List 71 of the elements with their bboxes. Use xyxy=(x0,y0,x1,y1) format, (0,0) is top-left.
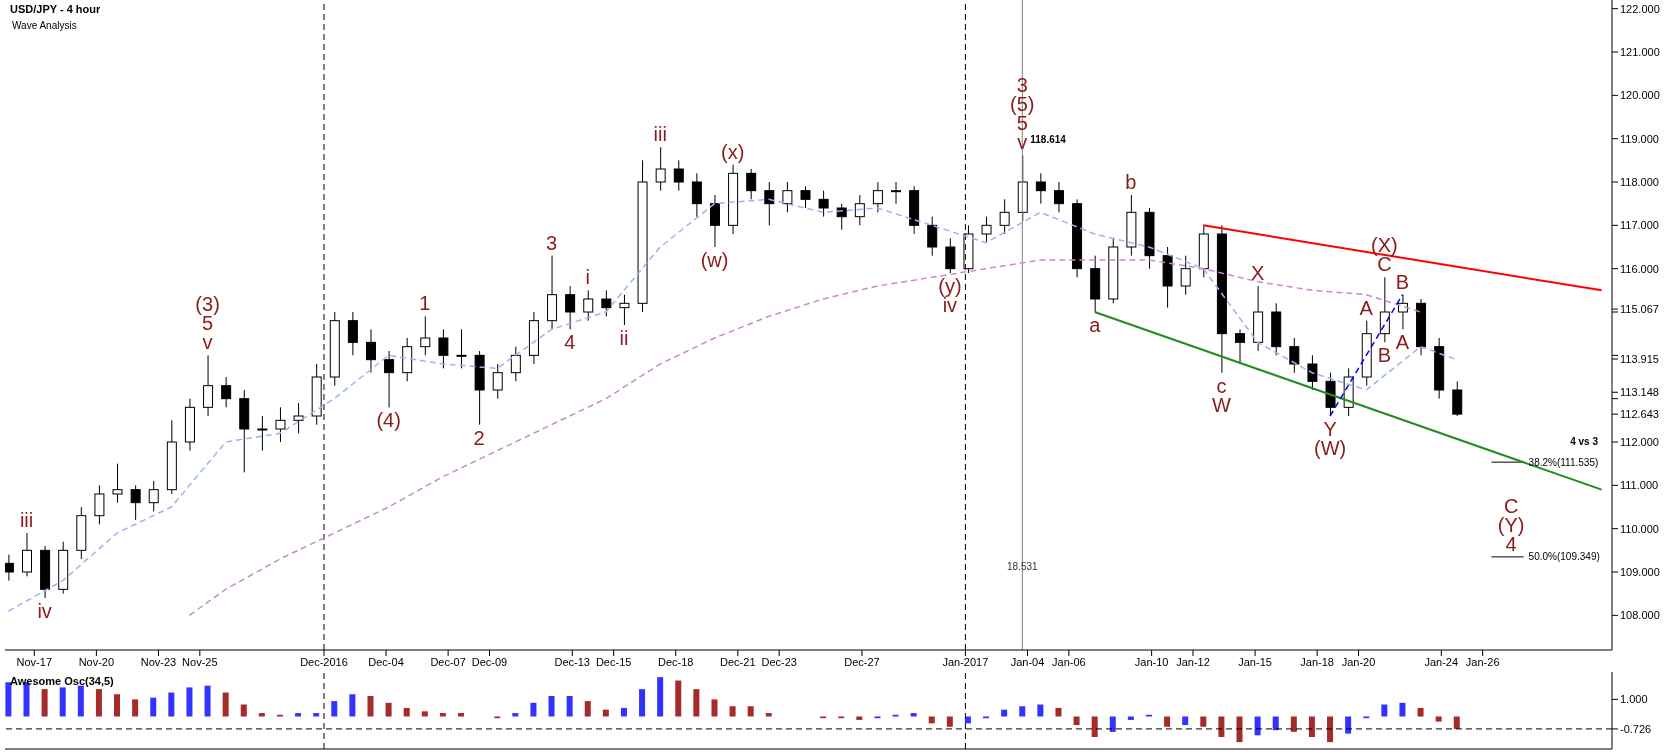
x-tick-label: Jan-26 xyxy=(1465,655,1500,668)
annotation: (x) xyxy=(720,140,745,163)
x-tick-label: Jan-15 xyxy=(1238,655,1272,668)
y-tick-label: 117.000 xyxy=(1620,219,1659,232)
annotation: 2 xyxy=(473,426,485,449)
annotation: (4) xyxy=(376,409,401,432)
annotation: A xyxy=(1359,296,1374,319)
y-tick-label: 122.000 xyxy=(1620,2,1660,15)
y-tick-label: 112.643 xyxy=(1620,408,1659,421)
y-tick-label: 1.000 xyxy=(1620,693,1648,706)
x-tick-label: Dec-15 xyxy=(595,655,632,668)
x-tick-label: Dec-04 xyxy=(368,655,404,668)
annotation: B xyxy=(1377,344,1392,367)
annotation: ii xyxy=(619,327,629,349)
annotation: b xyxy=(1125,171,1137,193)
x-tick-label: Jan-18 xyxy=(1300,655,1334,668)
x-tick-label: Dec-13 xyxy=(554,655,591,668)
y-tick-label: 118.000 xyxy=(1620,175,1659,188)
x-tick-label: Dec-27 xyxy=(844,655,880,668)
annotation: 1 xyxy=(419,292,431,315)
y-tick-label: 109.000 xyxy=(1620,565,1660,578)
annotation: Y xyxy=(1323,418,1337,440)
y-tick-label: 120.000 xyxy=(1620,89,1660,102)
y-tick-label: 113.148 xyxy=(1620,386,1659,399)
x-tick-label: Jan-06 xyxy=(1052,655,1086,668)
x-tick-label: Jan-12 xyxy=(1176,655,1210,668)
x-tick-label: Dec-23 xyxy=(761,655,797,668)
y-tick-label: 112.000 xyxy=(1620,435,1659,448)
annotation: 3 xyxy=(546,231,558,254)
x-tick-label: Nov-20 xyxy=(78,655,115,668)
chart-title: USD/JPY - 4 hour xyxy=(10,3,101,15)
annotation: 4 xyxy=(564,331,576,354)
x-tick-label: Nov-23 xyxy=(140,655,177,668)
annotation: a xyxy=(1089,314,1102,336)
y-tick-label: 115.067 xyxy=(1620,303,1659,315)
x-tick-label: Dec-09 xyxy=(471,655,508,668)
annotation: i xyxy=(585,266,591,289)
y-tick-label: 116.000 xyxy=(1620,262,1659,275)
x-tick-label: Jan-24 xyxy=(1424,655,1459,668)
x-tick-label: Jan-20 xyxy=(1341,655,1376,668)
annotation: (w) xyxy=(700,249,729,271)
x-tick-label: Jan-2017 xyxy=(942,655,989,668)
y-tick-label: 110.000 xyxy=(1620,522,1659,535)
annotation: iii xyxy=(653,123,667,146)
ref-line-label: 50.0%(109.349) xyxy=(1528,551,1600,563)
annotation: X xyxy=(1250,262,1265,284)
y-tick-label: 108.000 xyxy=(1620,609,1660,622)
x-tick-label: Jan-10 xyxy=(1134,655,1169,668)
x-tick-label: Jan-04 xyxy=(1010,655,1045,668)
y-tick-label: -0.726 xyxy=(1620,722,1652,735)
text: Wave Analysis xyxy=(12,20,77,31)
annotation: 118.614 xyxy=(1030,134,1067,146)
x-tick-label: Dec-18 xyxy=(658,655,694,668)
y-tick-label: 113.915 xyxy=(1620,352,1659,365)
annotation: iii xyxy=(19,509,34,531)
annotation: (W) xyxy=(1313,437,1347,459)
y-tick-label: 121.000 xyxy=(1620,45,1660,58)
ref-line-label: 38.2%(111.535) xyxy=(1528,456,1599,468)
ref-line-label: 18.531 xyxy=(1007,561,1039,572)
annotation: A xyxy=(1395,331,1410,354)
x-tick-label: Dec-21 xyxy=(720,655,756,668)
y-tick-label: 119.000 xyxy=(1620,132,1659,145)
x-tick-label: Nov-25 xyxy=(182,655,218,668)
annotation: iv xyxy=(37,600,52,622)
annotation: 4 vs 3 xyxy=(1570,436,1598,448)
chart-title: Awesome Osc(34,5) xyxy=(10,675,114,687)
annotation: B xyxy=(1395,270,1410,293)
x-tick-label: Dec-07 xyxy=(430,655,466,668)
x-tick-label: Nov-17 xyxy=(16,655,53,668)
y-tick-label: 111.000 xyxy=(1620,479,1659,492)
x-tick-label: Dec-2016 xyxy=(300,655,348,668)
